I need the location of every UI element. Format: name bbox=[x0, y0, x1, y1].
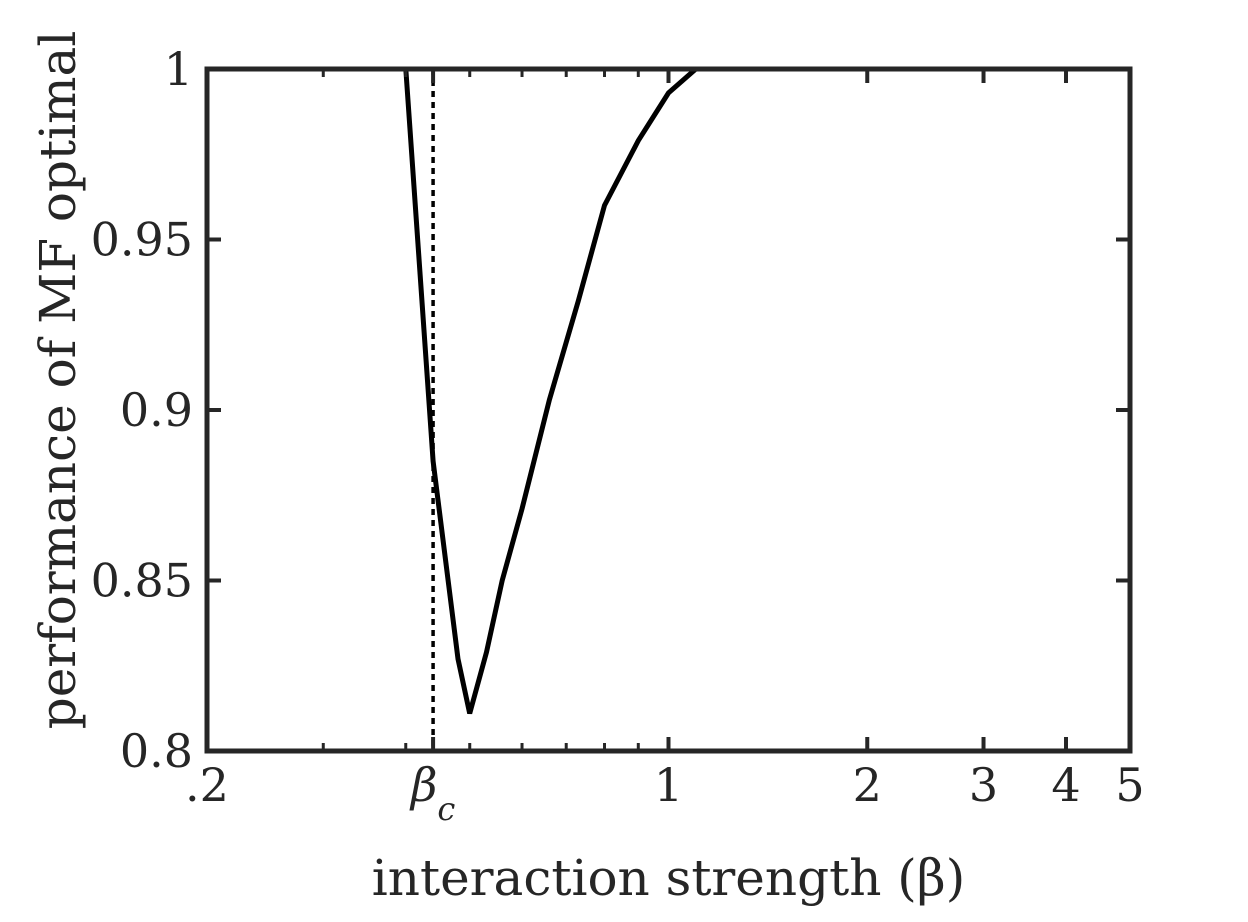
x-tick-label: 5 bbox=[1115, 758, 1144, 812]
y-tick-label: 0.8 bbox=[120, 724, 193, 778]
x-tick-label: 4 bbox=[1051, 758, 1080, 812]
y-tick-label: 0.95 bbox=[91, 213, 193, 267]
x-tick-label: 2 bbox=[853, 758, 882, 812]
y-axis-title: performance of MF optimal bbox=[29, 31, 87, 730]
x-tick-label: 3 bbox=[969, 758, 998, 812]
y-tick-label: 0.85 bbox=[91, 554, 193, 608]
x-tick-label: .2 bbox=[185, 758, 229, 812]
y-tick-label: 0.9 bbox=[120, 383, 193, 437]
tick-layer bbox=[207, 69, 1130, 751]
x-tick-label: 1 bbox=[654, 758, 683, 812]
y-tick-label: 1 bbox=[164, 42, 193, 96]
x-axis-title: interaction strength (β) bbox=[372, 849, 965, 907]
